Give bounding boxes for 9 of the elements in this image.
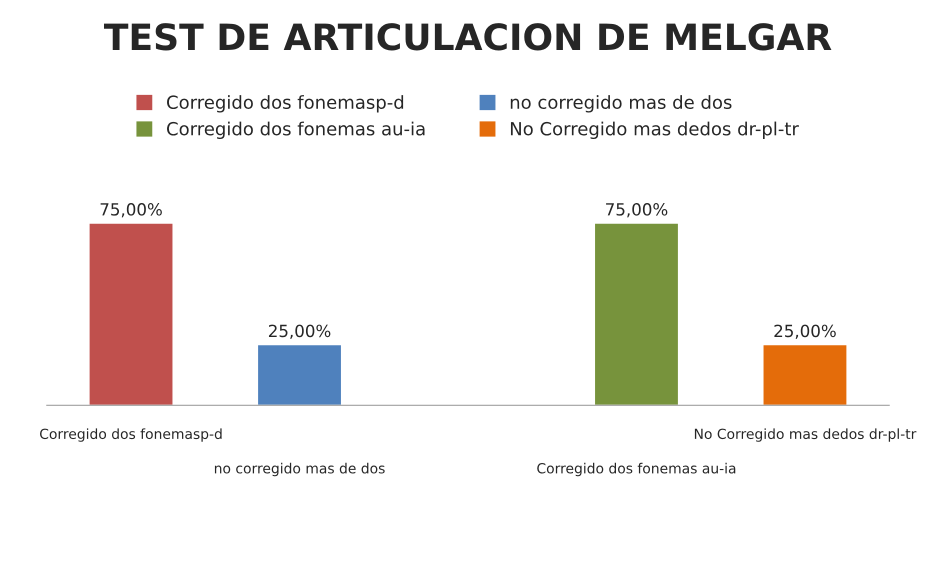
data-label: 75,00%: [606, 203, 668, 218]
chart-title: TEST DE ARTICULACION DE MELGAR: [104, 23, 832, 50]
legend-label: No Corregido mas dedos dr-pl-tr: [510, 122, 799, 140]
legend-label: Corregido dos fonemas au-ia: [167, 122, 424, 140]
data-label: 75,00%: [100, 203, 162, 218]
legend-label: Corregido dos fonemasp-d: [167, 95, 404, 113]
legend-label: no corregido mas de dos: [510, 95, 732, 113]
data-label: 25,00%: [268, 324, 330, 339]
data-label: 25,00%: [774, 324, 836, 339]
